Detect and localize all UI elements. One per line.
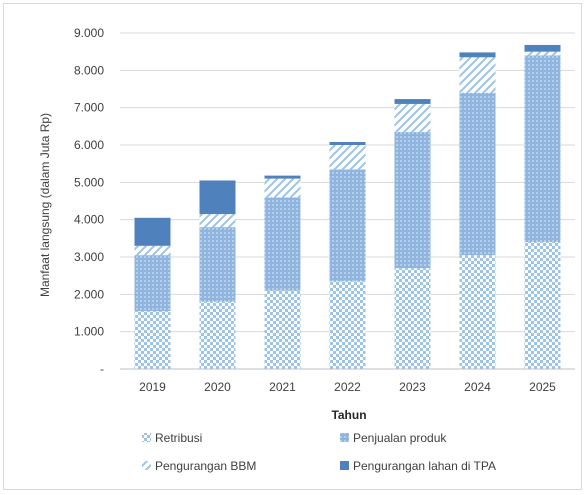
bar-segment-pengurangan-lahan-di-tpa-2021 — [264, 175, 301, 179]
legend-label: Pengurangan BBM — [155, 459, 256, 473]
y-tick-label: 9.000 — [74, 26, 104, 40]
y-tick-label: 2.000 — [74, 287, 104, 301]
legend: Retribusi Penjualan produk Pengurangan BBM… — [142, 431, 496, 473]
bar-segment-retribusi-2023 — [394, 268, 431, 369]
legend-swatch — [142, 461, 151, 470]
y-tick-label: 3.000 — [74, 250, 104, 264]
x-tick-label: 2020 — [204, 380, 231, 394]
bar-segment-pengurangan-lahan-di-tpa-2020 — [199, 180, 236, 215]
x-tick-labels: 2019 2020 2021 2022 2023 2024 2025 — [139, 380, 556, 394]
bar-segment-pengurangan-bbm-2024 — [459, 57, 496, 93]
y-tick-label: 7.000 — [74, 101, 104, 115]
y-tick-label: 1.000 — [74, 325, 104, 339]
bar-segment-pengurangan-bbm-2022 — [329, 145, 366, 170]
bar-segment-pengurangan-bbm-2020 — [199, 214, 236, 228]
bar-segment-retribusi-2022 — [329, 281, 366, 369]
y-tick-label: 4.000 — [74, 213, 104, 227]
y-axis-title: Manfaat langsung (dalam Juta Rp) — [38, 113, 52, 297]
bar-segment-pengurangan-lahan-di-tpa-2023 — [394, 99, 431, 104]
bar-segment-pengurangan-lahan-di-tpa-2019 — [134, 217, 171, 246]
y-tick-label: - — [100, 362, 104, 376]
bar-segment-retribusi-2020 — [199, 301, 236, 369]
bar-segment-penjualan-produk-2023 — [394, 131, 431, 269]
bar-segment-retribusi-2021 — [264, 290, 301, 369]
x-axis-title: Tahun — [331, 408, 366, 422]
x-tick-label: 2024 — [464, 380, 491, 394]
bar-segment-retribusi-2024 — [459, 255, 496, 369]
y-tick-label: 5.000 — [74, 175, 104, 189]
x-tick-label: 2021 — [269, 380, 296, 394]
bar-segment-penjualan-produk-2025 — [524, 55, 561, 243]
bar-segment-penjualan-produk-2021 — [264, 197, 301, 291]
bar-segment-pengurangan-bbm-2025 — [524, 51, 561, 56]
bar-segment-pengurangan-bbm-2023 — [394, 103, 431, 132]
bar-segment-penjualan-produk-2024 — [459, 92, 496, 256]
x-tick-label: 2022 — [334, 380, 361, 394]
bar-segment-pengurangan-bbm-2021 — [264, 178, 301, 198]
bar-segment-pengurangan-lahan-di-tpa-2025 — [524, 44, 561, 52]
legend-swatch — [340, 461, 349, 470]
bars-group — [134, 44, 561, 369]
legend-label: Penjualan produk — [353, 431, 447, 445]
y-tick-label: 8.000 — [74, 63, 104, 77]
x-tick-label: 2019 — [139, 380, 166, 394]
bar-segment-penjualan-produk-2020 — [199, 227, 236, 302]
bar-segment-pengurangan-lahan-di-tpa-2024 — [459, 52, 496, 58]
bar-segment-retribusi-2019 — [134, 311, 171, 369]
chart-frame — [3, 3, 582, 490]
bar-segment-penjualan-produk-2019 — [134, 255, 171, 312]
x-tick-label: 2025 — [529, 380, 556, 394]
bar-segment-retribusi-2025 — [524, 242, 561, 369]
legend-swatch — [142, 433, 151, 442]
y-tick-labels: - 1.000 2.000 3.000 4.000 5.000 6.000 7.000 8.00… — [74, 26, 104, 376]
bar-segment-pengurangan-bbm-2019 — [134, 245, 171, 256]
legend-swatch — [340, 433, 349, 442]
gridlines — [120, 32, 575, 333]
bar-segment-penjualan-produk-2022 — [329, 169, 366, 282]
y-tick-label: 6.000 — [74, 138, 104, 152]
legend-label: Pengurangan lahan di TPA — [353, 459, 496, 473]
legend-label: Retribusi — [155, 431, 202, 445]
x-tick-label: 2023 — [399, 380, 426, 394]
bar-segment-pengurangan-lahan-di-tpa-2022 — [329, 142, 366, 145]
